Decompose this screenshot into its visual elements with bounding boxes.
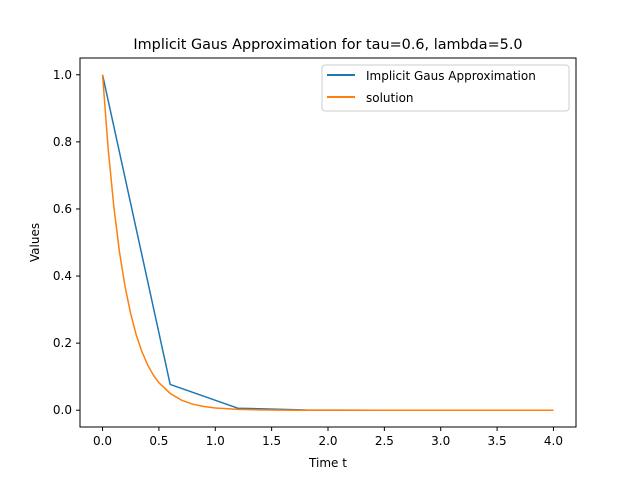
x-tick-label: 0.0	[93, 434, 112, 448]
x-tick-label: 3.0	[431, 434, 450, 448]
x-tick-label: 2.5	[375, 434, 394, 448]
x-axis-label: Time t	[308, 456, 347, 470]
x-tick-label: 1.0	[206, 434, 225, 448]
series-layer	[101, 74, 554, 411]
legend: Implicit Gaus Approximation solution	[321, 64, 570, 112]
x-tick-label: 0.5	[149, 434, 168, 448]
y-tick-label: 0.4	[53, 269, 72, 283]
x-tick-label: 1.5	[262, 434, 281, 448]
chart-title: Implicit Gaus Approximation for tau=0.6,…	[133, 37, 522, 53]
y-tick-label: 1.0	[53, 68, 72, 82]
plot-area-frame	[79, 57, 577, 428]
x-tick-label: 2.0	[318, 434, 337, 448]
series-line-solution	[101, 74, 554, 411]
legend-label-approximation: Implicit Gaus Approximation	[366, 69, 536, 83]
y-tick-label: 0.0	[53, 403, 72, 417]
y-tick-label: 0.8	[53, 135, 72, 149]
y-tick-label: 0.2	[53, 336, 72, 350]
axes-layer: 0.0 0.5 1.0 1.5 2.0 2.5 3.0 3.5 4.0 0.0 0.2 0.4 0.6 0…	[53, 68, 563, 448]
legend-label-solution: solution	[366, 91, 414, 105]
legend-box	[321, 64, 570, 112]
x-tick-label: 3.5	[488, 434, 507, 448]
y-axis-label: Values	[28, 223, 42, 262]
x-tick-label: 4.0	[544, 434, 563, 448]
y-tick-label: 0.6	[53, 202, 72, 216]
